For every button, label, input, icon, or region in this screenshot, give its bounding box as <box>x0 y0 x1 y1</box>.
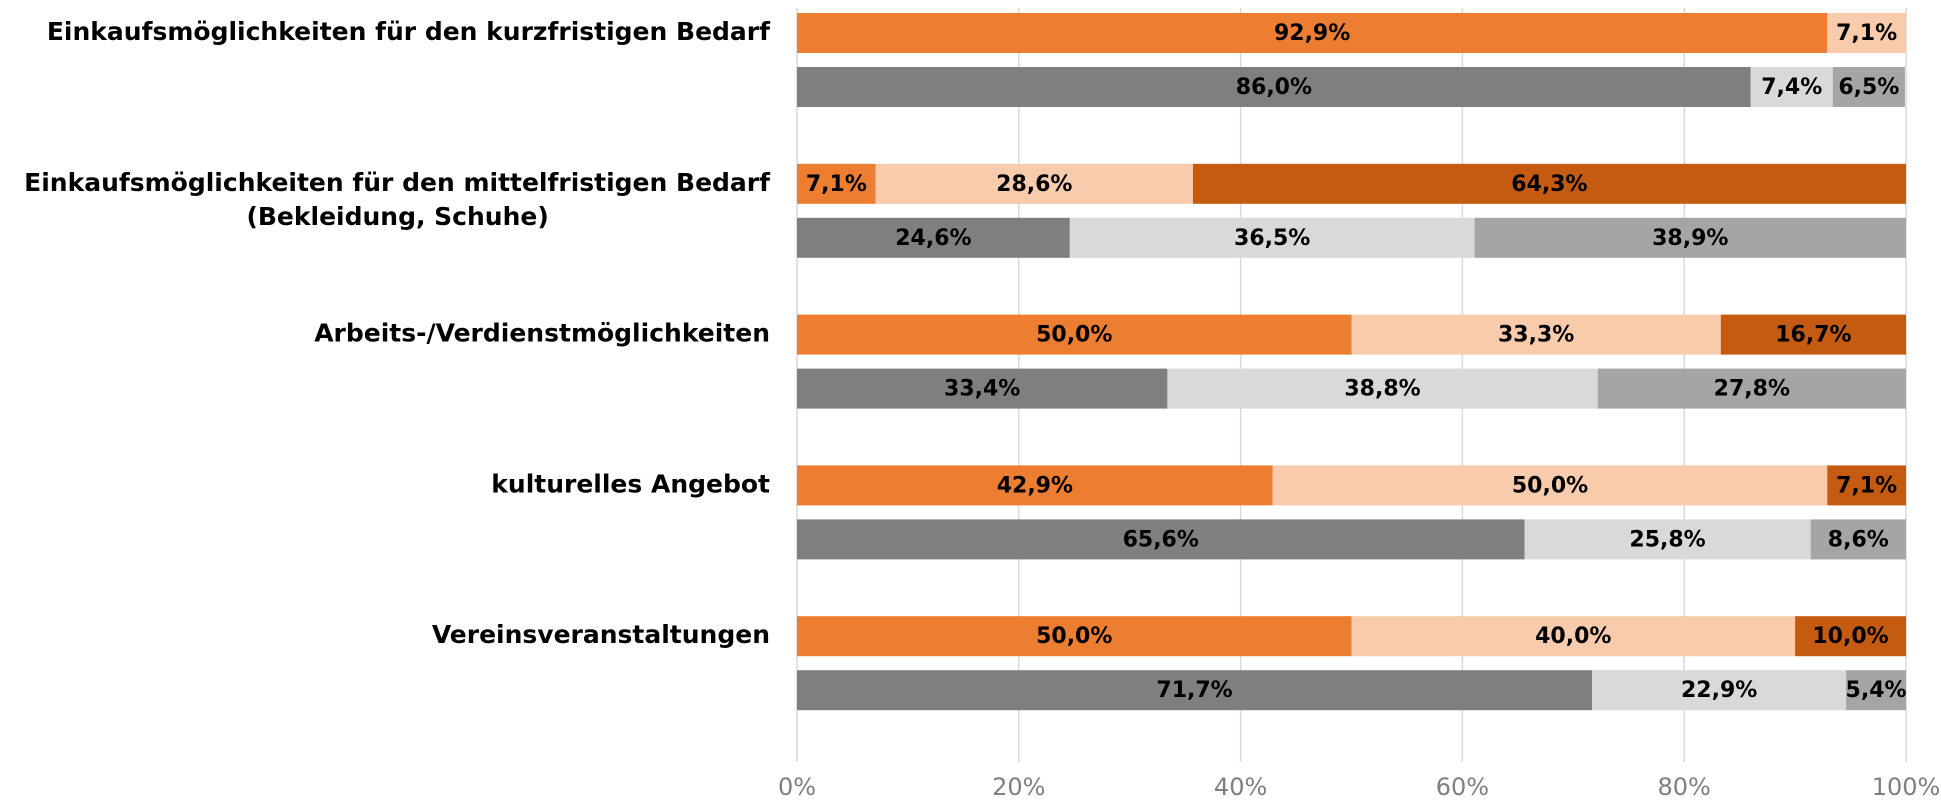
value-label: 16,7% <box>1775 323 1851 348</box>
bar-segment <box>797 163 876 204</box>
value-label: 8,6% <box>1828 527 1889 552</box>
bar-segment <box>797 368 1168 409</box>
category-label: Einkaufsmöglichkeiten für den kurzfristi… <box>47 17 771 46</box>
bar-segment <box>797 616 1352 657</box>
bar-segment <box>1846 670 1906 711</box>
value-label: 22,9% <box>1681 678 1757 703</box>
value-label: 36,5% <box>1234 226 1310 251</box>
bar-segment <box>797 67 1751 107</box>
value-label: 50,0% <box>1512 473 1588 498</box>
value-label: 24,6% <box>895 226 971 251</box>
value-label: 33,3% <box>1498 323 1574 348</box>
x-tick-label: 0% <box>778 773 816 801</box>
value-label: 7,1% <box>1836 21 1897 46</box>
bar-segment <box>797 314 1352 355</box>
bar-segment <box>1827 13 1906 53</box>
value-label: 86,0% <box>1236 75 1312 100</box>
category-label: Einkaufsmöglichkeiten für den mittelfris… <box>24 168 771 197</box>
bar-segment <box>797 465 1273 506</box>
x-tick-label: 20% <box>992 773 1045 801</box>
value-label: 92,9% <box>1274 21 1350 46</box>
value-label: 5,4% <box>1846 678 1907 703</box>
bar-segment <box>1832 67 1905 107</box>
value-label: 25,8% <box>1629 527 1705 552</box>
value-label: 50,0% <box>1036 323 1112 348</box>
value-label: 40,0% <box>1535 624 1611 649</box>
bar-segment <box>1474 217 1906 258</box>
bar-segment <box>1167 368 1598 409</box>
bar-segment <box>797 217 1070 258</box>
bar-segment <box>1810 519 1906 560</box>
bar-segment <box>797 670 1593 711</box>
category-label: (Bekleidung, Schuhe) <box>246 202 548 231</box>
x-tick-label: 80% <box>1658 773 1711 801</box>
bar-segment <box>1069 217 1475 258</box>
value-label: 38,8% <box>1344 377 1420 402</box>
bar-segment <box>797 13 1828 53</box>
value-label: 71,7% <box>1156 678 1232 703</box>
value-label: 10,0% <box>1812 624 1888 649</box>
value-label: 27,8% <box>1714 377 1790 402</box>
value-label: 38,9% <box>1652 226 1728 251</box>
x-tick-label: 40% <box>1214 773 1267 801</box>
bar-segment <box>1351 314 1721 355</box>
bar-segment <box>1750 67 1833 107</box>
bar-segment <box>1524 519 1811 560</box>
value-label: 28,6% <box>996 172 1072 197</box>
bar-segment <box>875 163 1193 204</box>
x-tick-label: 60% <box>1436 773 1489 801</box>
bar-segment <box>1795 616 1906 657</box>
value-label: 6,5% <box>1838 75 1899 100</box>
value-label: 7,1% <box>806 172 867 197</box>
bar-segment <box>1720 314 1906 355</box>
value-label: 64,3% <box>1511 172 1587 197</box>
bar-segment <box>1592 670 1847 711</box>
value-label: 7,4% <box>1761 75 1822 100</box>
bar-segment <box>1827 465 1906 506</box>
bar-segment <box>1597 368 1906 409</box>
value-label: 33,4% <box>944 377 1020 402</box>
value-label: 42,9% <box>997 473 1073 498</box>
category-label: Arbeits-/Verdienstmöglichkeiten <box>314 319 770 348</box>
category-label: Vereinsveranstaltungen <box>432 620 770 649</box>
bar-segment <box>1272 465 1828 506</box>
value-label: 50,0% <box>1036 624 1112 649</box>
bar-segment <box>1351 616 1796 657</box>
bar-segment <box>797 519 1525 560</box>
value-label: 65,6% <box>1123 527 1199 552</box>
bar-segment <box>1192 163 1906 204</box>
category-label: kulturelles Angebot <box>491 469 770 498</box>
x-tick-label: 100% <box>1872 773 1941 801</box>
value-label: 7,1% <box>1836 473 1897 498</box>
